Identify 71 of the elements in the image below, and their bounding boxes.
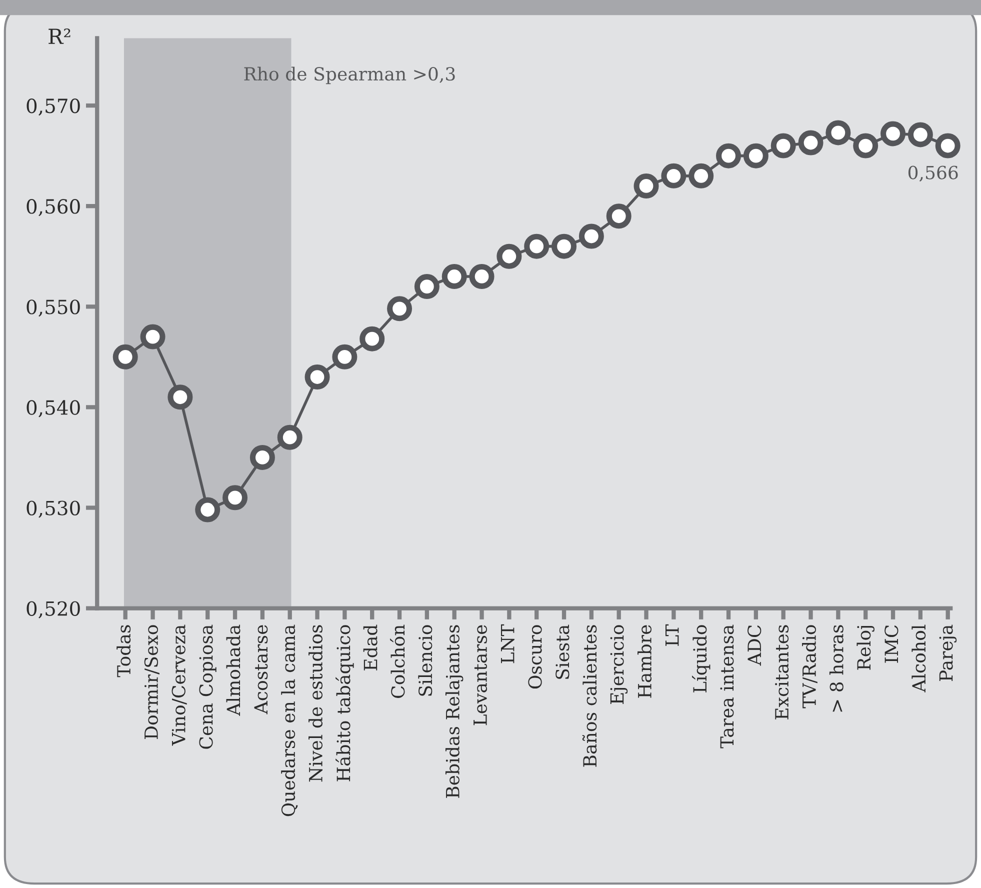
x-tick-label: Oscuro (528, 625, 542, 689)
point (222, 485, 248, 510)
x-tick-label: Nivel de estudios (308, 625, 323, 782)
point (442, 264, 467, 289)
point (552, 234, 577, 259)
x-tick-label: Silencio (418, 625, 432, 696)
point (908, 122, 933, 148)
point (770, 133, 796, 158)
annotation: 0,566 (908, 166, 958, 182)
y-tick-label: 0,560 (26, 199, 80, 216)
x-tick-label: Ejercicio (610, 625, 628, 704)
x-tick-label: Siesta (556, 624, 570, 679)
point (469, 264, 494, 289)
band-label: Rho de Spearman >0,3 (244, 66, 455, 84)
point (716, 143, 742, 168)
point (112, 344, 138, 370)
y-tick-label: 0,550 (26, 300, 80, 317)
x-tick-label: Acostarse (254, 625, 268, 714)
point (414, 274, 440, 300)
point (688, 163, 714, 188)
point (743, 143, 768, 168)
point (880, 121, 906, 146)
x-tick-label: ADC (748, 625, 762, 666)
point (250, 444, 275, 470)
x-tick-label: LNT (501, 624, 514, 664)
x-tick-label: Todas (116, 625, 131, 678)
point (304, 364, 330, 390)
x-tick-label: Almohada (226, 624, 240, 716)
x-tick-label: Bebidas Relajantes (445, 625, 464, 798)
x-tick-label: Edad (363, 624, 378, 670)
x-tick-label: Alcohol (912, 624, 926, 692)
point (935, 133, 960, 158)
x-tick-label: Líquido (692, 625, 710, 692)
x-tick-label: Pareja (939, 624, 957, 682)
x-tick-label: IMC (884, 625, 898, 663)
x-tick-label: Dormir/Sexo (144, 625, 160, 739)
point (360, 326, 385, 352)
point (387, 296, 412, 322)
point (606, 204, 632, 229)
y-tick-label: 0,530 (26, 500, 80, 518)
point (168, 384, 193, 410)
x-tick-label: Cena Copiosa (199, 624, 216, 749)
point (140, 324, 166, 350)
point (277, 424, 302, 450)
point (578, 224, 604, 249)
x-tick-label: Quedarse en la cama (281, 624, 298, 816)
y-tick-label: 0,520 (26, 601, 80, 618)
y-tick-label: 0,570 (26, 98, 80, 116)
x-tick-label: Hambre (638, 625, 652, 698)
x-tick-label: Hábito tabáquico (336, 625, 354, 782)
point (853, 133, 878, 158)
x-tick-label: Vino/Cerveza (172, 624, 187, 746)
x-tick-label: > 8 horas (829, 625, 844, 712)
point (195, 497, 220, 522)
point (634, 173, 659, 198)
point (332, 344, 358, 370)
point (798, 130, 824, 156)
point (826, 120, 851, 146)
x-tick-label: Baños calientes (582, 625, 597, 767)
point (496, 244, 522, 269)
x-tick-label: Levantarse (474, 625, 488, 726)
x-tick-label: Excitantes (775, 625, 789, 720)
y-axis-title: R² (48, 28, 70, 44)
point (661, 163, 686, 188)
x-tick-label: LT (666, 624, 679, 646)
x-tick-label: Colchón (390, 624, 405, 698)
point (524, 234, 550, 259)
x-tick-label: Tarea intensa (720, 624, 734, 748)
x-tick-label: TV/Radio (802, 625, 818, 708)
x-tick-label: Reloj (856, 626, 874, 670)
y-tick-label: 0,540 (26, 400, 80, 418)
